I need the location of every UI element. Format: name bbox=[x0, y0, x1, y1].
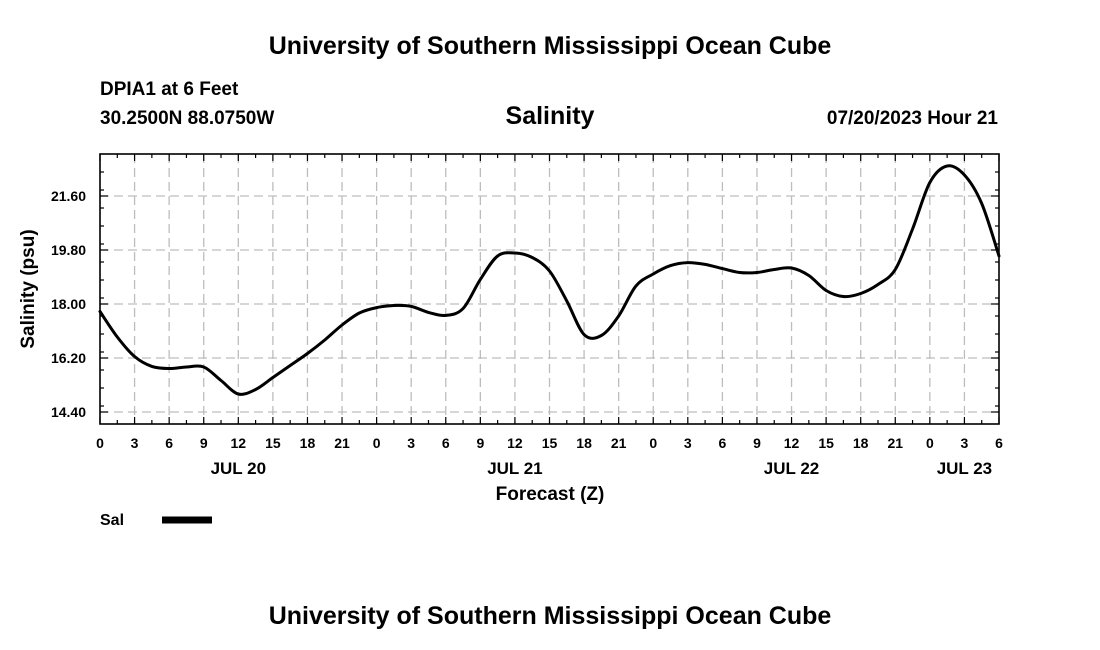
footer-title: University of Southern Mississippi Ocean… bbox=[269, 602, 832, 630]
x-tick-label: 0 bbox=[373, 435, 381, 451]
x-tick-label: 0 bbox=[96, 435, 104, 451]
day-label: JUL 22 bbox=[764, 459, 819, 478]
x-tick-label: 9 bbox=[476, 435, 484, 451]
day-labels: JUL 20 JUL 21 JUL 22 JUL 23 bbox=[211, 459, 993, 478]
x-axis-title: Forecast (Z) bbox=[496, 484, 605, 505]
y-tick-labels: 14.40 16.20 18.00 19.80 21.60 bbox=[51, 188, 86, 420]
x-tick-label: 15 bbox=[265, 435, 281, 451]
x-tick-label: 3 bbox=[684, 435, 692, 451]
x-tick-label: 12 bbox=[784, 435, 800, 451]
x-tick-label: 21 bbox=[334, 435, 350, 451]
x-tick-label: 15 bbox=[542, 435, 558, 451]
day-label: JUL 20 bbox=[211, 459, 266, 478]
x-tick-label: 12 bbox=[231, 435, 247, 451]
y-tick-label: 19.80 bbox=[51, 242, 86, 258]
salinity-series-line bbox=[98, 164, 1001, 396]
x-tick-label: 0 bbox=[649, 435, 657, 451]
station-coordinates: 30.2500N 88.0750W bbox=[100, 108, 274, 129]
x-tick-label: 3 bbox=[961, 435, 969, 451]
day-label: JUL 21 bbox=[487, 459, 542, 478]
x-tick-label: 18 bbox=[300, 435, 316, 451]
grid bbox=[100, 154, 999, 424]
chart-title: University of Southern Mississippi Ocean… bbox=[269, 32, 832, 60]
forecast-datetime: 07/20/2023 Hour 21 bbox=[827, 108, 999, 129]
y-tick-label: 21.60 bbox=[51, 188, 86, 204]
y-tick-label: 14.40 bbox=[51, 404, 86, 420]
x-tick-label: 6 bbox=[995, 435, 1003, 451]
x-tick-label: 0 bbox=[926, 435, 934, 451]
x-tick-label: 15 bbox=[818, 435, 834, 451]
x-tick-label: 21 bbox=[887, 435, 903, 451]
x-tick-label: 6 bbox=[442, 435, 450, 451]
station-label: DPIA1 at 6 Feet bbox=[100, 79, 239, 100]
y-tick-label: 16.20 bbox=[51, 350, 86, 366]
x-tick-labels: 0 3 6 9 12 15 18 21 0 3 6 9 12 15 18 21 0 3 6 9 12 15 18 21 0 3 6 bbox=[96, 435, 1003, 451]
x-tick-label: 3 bbox=[131, 435, 139, 451]
x-tick-label: 18 bbox=[853, 435, 869, 451]
x-tick-label: 6 bbox=[718, 435, 726, 451]
legend-label: Sal bbox=[100, 512, 124, 529]
y-axis-title: Salinity (psu) bbox=[18, 229, 39, 348]
x-tick-label: 12 bbox=[507, 435, 523, 451]
x-tick-label: 3 bbox=[407, 435, 415, 451]
x-tick-label: 9 bbox=[753, 435, 761, 451]
variable-title: Salinity bbox=[506, 102, 595, 130]
x-tick-label: 6 bbox=[165, 435, 173, 451]
plot-frame bbox=[99, 153, 1000, 425]
x-tick-label: 18 bbox=[576, 435, 592, 451]
y-tick-label: 18.00 bbox=[51, 296, 86, 312]
x-tick-label: 21 bbox=[611, 435, 627, 451]
day-label: JUL 23 bbox=[937, 459, 992, 478]
x-tick-label: 9 bbox=[200, 435, 208, 451]
